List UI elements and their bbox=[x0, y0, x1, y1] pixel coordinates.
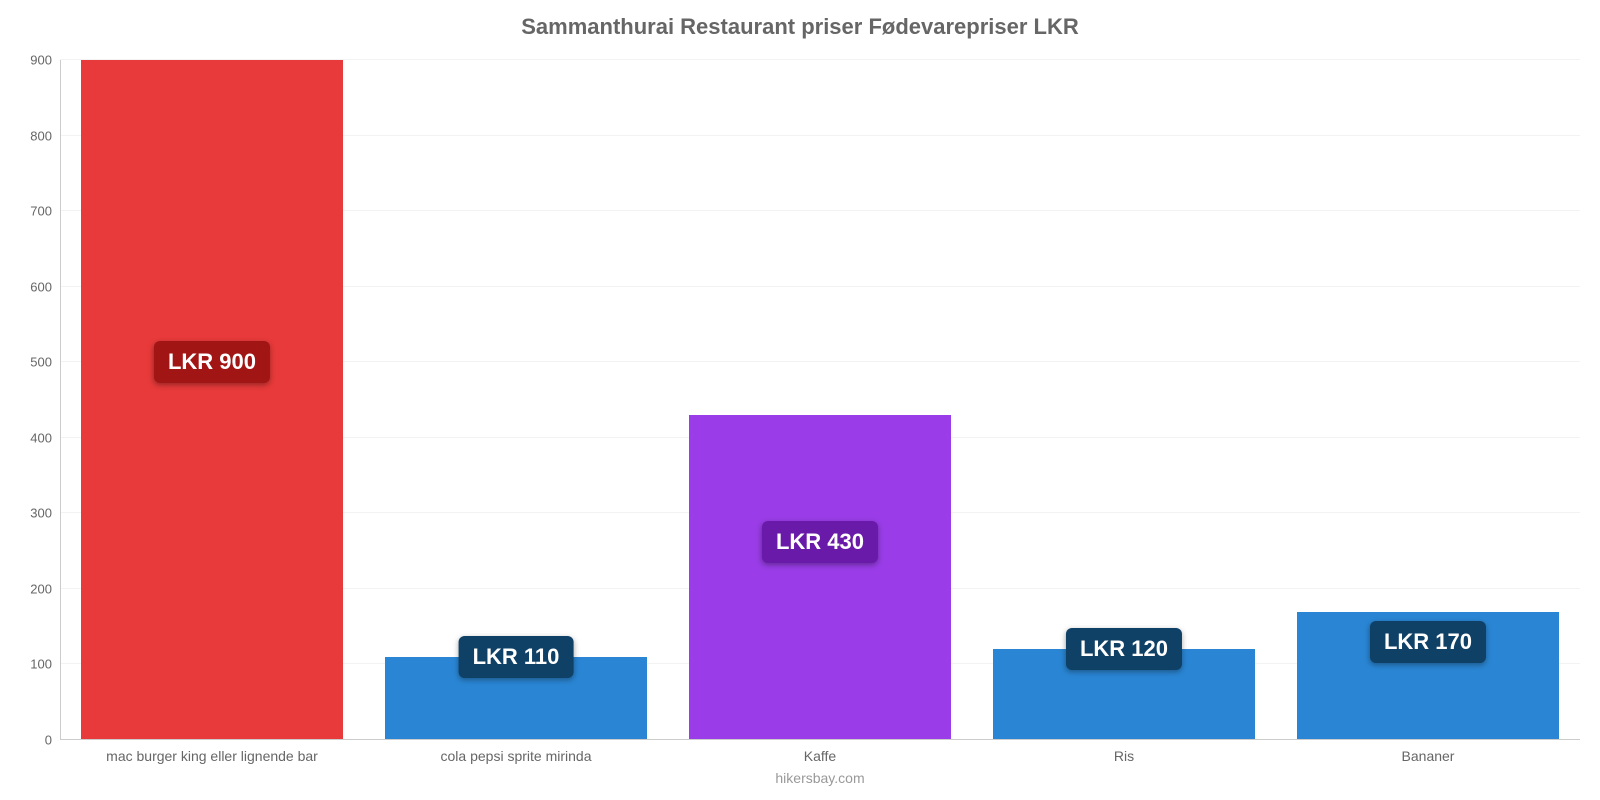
bar-slot: LKR 120 bbox=[993, 60, 1254, 740]
y-tick-label: 600 bbox=[30, 279, 52, 294]
y-axis-line bbox=[60, 60, 61, 740]
chart-title: Sammanthurai Restaurant priser Fødevarep… bbox=[0, 0, 1600, 40]
x-axis-label: cola pepsi sprite mirinda bbox=[366, 740, 666, 764]
x-axis-line bbox=[60, 739, 1580, 740]
y-tick-label: 700 bbox=[30, 204, 52, 219]
y-tick-label: 800 bbox=[30, 128, 52, 143]
y-tick-label: 300 bbox=[30, 506, 52, 521]
y-axis: 0100200300400500600700800900 bbox=[20, 60, 60, 740]
y-tick-label: 900 bbox=[30, 53, 52, 68]
x-axis-label: mac burger king eller lignende bar bbox=[62, 740, 362, 764]
y-tick-label: 100 bbox=[30, 657, 52, 672]
bar-slot: LKR 900 bbox=[81, 60, 342, 740]
y-tick-label: 0 bbox=[45, 733, 52, 748]
bar-slot: LKR 170 bbox=[1297, 60, 1558, 740]
bar bbox=[81, 60, 342, 740]
x-axis-label: Kaffe bbox=[670, 740, 970, 764]
value-badge: LKR 900 bbox=[154, 341, 270, 383]
x-axis-label: Ris bbox=[974, 740, 1274, 764]
chart-plot-area: 0100200300400500600700800900 hikersbay.c… bbox=[60, 60, 1580, 740]
value-badge: LKR 170 bbox=[1370, 621, 1486, 663]
bar-slot: LKR 430 bbox=[689, 60, 950, 740]
chart-footer: hikersbay.com bbox=[60, 770, 1580, 786]
value-badge: LKR 430 bbox=[762, 521, 878, 563]
value-badge: LKR 120 bbox=[1066, 628, 1182, 670]
y-tick-label: 200 bbox=[30, 581, 52, 596]
y-tick-label: 500 bbox=[30, 355, 52, 370]
bar bbox=[689, 415, 950, 740]
bar-slot: LKR 110 bbox=[385, 60, 646, 740]
x-axis-label: Bananer bbox=[1278, 740, 1578, 764]
y-tick-label: 400 bbox=[30, 430, 52, 445]
value-badge: LKR 110 bbox=[459, 636, 574, 678]
